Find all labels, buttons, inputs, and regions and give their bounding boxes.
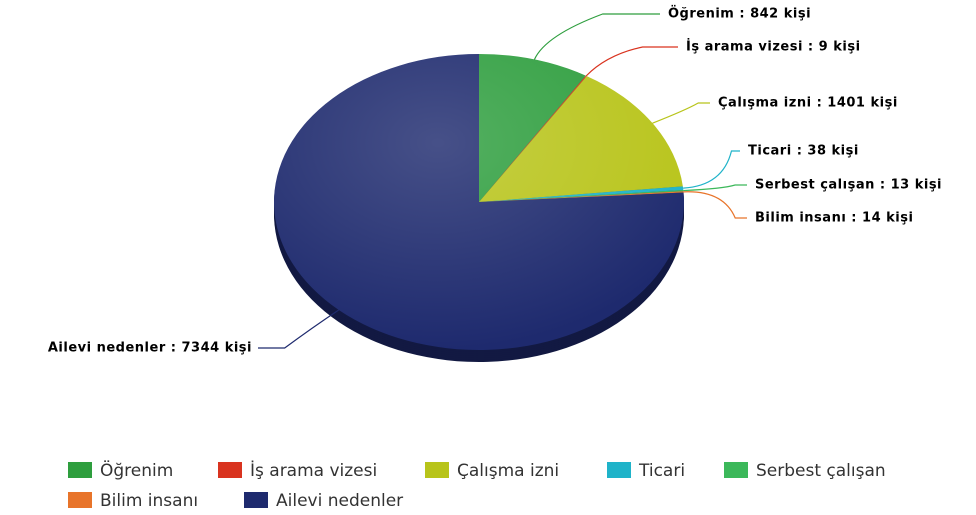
legend-swatch bbox=[244, 492, 268, 508]
legend-label: Ticari bbox=[638, 461, 685, 481]
legend-swatch bbox=[724, 462, 748, 478]
value-label: İş arama vizesi : 9 kişi bbox=[686, 39, 861, 55]
label-connector bbox=[652, 102, 710, 124]
value-label: Çalışma izni : 1401 kişi bbox=[718, 96, 898, 111]
label-connector bbox=[585, 46, 678, 77]
legend-label: Bilim insanı bbox=[100, 491, 198, 511]
legend-label: Serbest çalışan bbox=[756, 461, 886, 481]
pie-tops bbox=[273, 54, 684, 351]
legend-label: Çalışma izni bbox=[457, 461, 559, 481]
label-connector bbox=[258, 309, 340, 349]
value-label: Ticari : 38 kişi bbox=[748, 144, 859, 159]
legend: Öğrenim İş arama vizesi Çalışma izni Ticari… bbox=[68, 459, 886, 511]
legend-swatch bbox=[218, 462, 242, 478]
value-label: Bilim insanı : 14 kişi bbox=[755, 211, 913, 226]
legend-label: Öğrenim bbox=[100, 459, 173, 481]
label-connector bbox=[683, 191, 747, 219]
value-label: Ailevi nedenler : 7344 kişi bbox=[48, 341, 252, 356]
legend-swatch bbox=[607, 462, 631, 478]
legend-label: Ailevi nedenler bbox=[276, 491, 403, 511]
value-labels: Öğrenim : 842 kişi İş arama vizesi : 9 ki… bbox=[48, 6, 942, 356]
value-label: Öğrenim : 842 kişi bbox=[668, 6, 811, 22]
value-label: Serbest çalışan : 13 kişi bbox=[755, 178, 942, 193]
label-connector bbox=[533, 13, 660, 60]
legend-swatch bbox=[68, 462, 92, 478]
legend-swatch bbox=[425, 462, 449, 478]
legend-swatch bbox=[68, 492, 92, 508]
label-connector bbox=[683, 184, 747, 192]
legend-label: İş arama vizesi bbox=[250, 460, 377, 481]
label-connector bbox=[683, 150, 740, 189]
